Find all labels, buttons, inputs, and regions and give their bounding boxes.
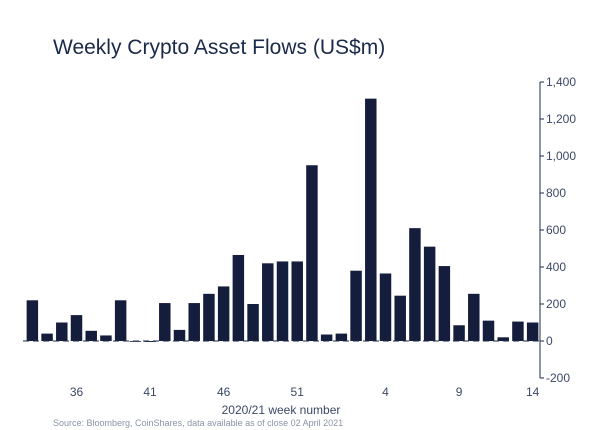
bar-week-38 <box>100 335 112 341</box>
bar-week-51 <box>291 261 303 341</box>
bar-week-5 <box>394 295 406 341</box>
bar-week-45 <box>203 293 215 341</box>
y-tick-label: 0 <box>546 334 553 348</box>
bar-week-50 <box>276 261 289 341</box>
bar-week-46 <box>217 286 230 341</box>
bar-week-41 <box>144 341 156 342</box>
y-tick-label: 1,400 <box>546 75 576 89</box>
bar-week-42 <box>159 303 171 341</box>
x-axis-label: 2020/21 week number <box>222 403 341 417</box>
bar-week-52 <box>306 165 318 341</box>
source-note: Source: Bloomberg, CoinShares, data avai… <box>53 418 343 428</box>
bar-week-37 <box>85 330 97 341</box>
chart-title: Weekly Crypto Asset Flows (US$m) <box>53 36 385 59</box>
y-tick-label: 800 <box>546 186 566 200</box>
bar-week-12 <box>497 337 509 341</box>
bar-week-44 <box>188 303 200 341</box>
bar-week-2 <box>350 270 362 341</box>
bar-week-4 <box>379 273 392 341</box>
bar-week-3 <box>365 98 377 342</box>
x-tick-label: 4 <box>382 385 389 399</box>
bar-week-7 <box>423 246 436 341</box>
bar-week-48 <box>247 304 259 341</box>
y-tick-label: 1,200 <box>546 112 576 126</box>
bar-week-13 <box>512 321 524 341</box>
bar-group <box>26 98 539 342</box>
bar-week-35 <box>56 322 68 341</box>
y-tick-label: 200 <box>546 297 566 311</box>
bar-week-14 <box>526 322 539 341</box>
bar-week-1 <box>335 333 348 341</box>
x-tick-label: 46 <box>217 385 231 399</box>
bar-week-47 <box>232 254 245 341</box>
bar-week-34 <box>41 333 53 341</box>
bar-week-39 <box>114 300 127 341</box>
bar-week-53 <box>320 334 333 341</box>
bar-week-8 <box>438 266 451 341</box>
bar-week-6 <box>409 228 421 341</box>
bar-week-11 <box>482 320 495 341</box>
x-tick-label: 9 <box>456 385 463 399</box>
bar-week-33 <box>26 300 39 341</box>
bar-week-49 <box>262 263 274 341</box>
y-tick-label: -200 <box>546 371 570 385</box>
x-tick-label: 41 <box>143 385 157 399</box>
bar-week-43 <box>173 329 186 341</box>
x-axis-ticks: 36 41 46 51 4 9 14 <box>70 385 540 399</box>
bar-week-10 <box>468 293 480 341</box>
x-tick-label: 36 <box>70 385 84 399</box>
bar-week-9 <box>453 325 465 341</box>
y-tick-label: 1,000 <box>546 149 576 163</box>
x-tick-label: 51 <box>291 385 305 399</box>
x-tick-label: 14 <box>526 385 540 399</box>
y-tick-label: 600 <box>546 223 566 237</box>
y-axis-ticks: -200 0 200 400 600 800 1,000 1,200 1,400 <box>540 75 576 385</box>
bar-week-36 <box>70 315 83 341</box>
y-tick-label: 400 <box>546 260 566 274</box>
